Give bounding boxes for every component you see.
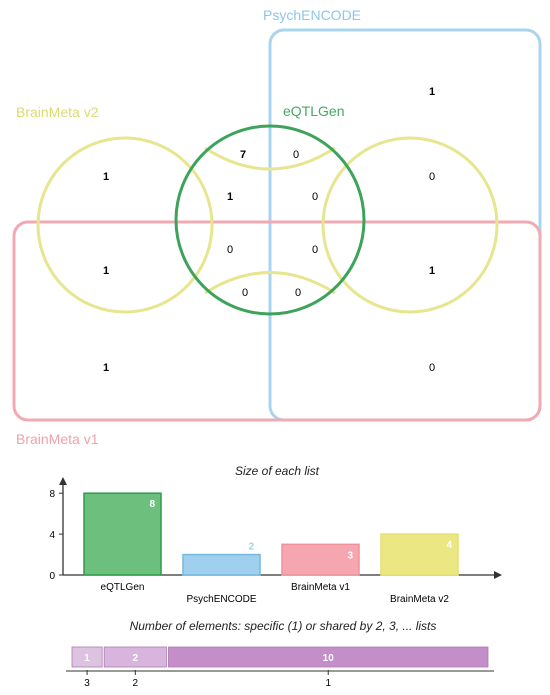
bar [281, 543, 360, 576]
region-value: 1 [227, 191, 233, 203]
y-axis-arrow [59, 477, 67, 485]
region-value: 1 [429, 86, 435, 98]
bar-value-label: 4 [446, 540, 452, 551]
psychencode-set-shape [268, 28, 542, 422]
y-tick-label: 8 [49, 489, 55, 500]
x-axis-arrow [494, 571, 502, 579]
segment-category-label: 2 [133, 678, 139, 689]
psychencode-label: PsychENCODE [263, 7, 361, 23]
region-value: 0 [312, 191, 318, 203]
region-value: 0 [312, 244, 318, 256]
region-value: 0 [293, 149, 299, 161]
brainmeta-v2-label: BrainMeta v2 [16, 104, 99, 120]
brainmeta-v2-left-circle [36, 136, 214, 314]
bar-value-label: 3 [347, 550, 353, 561]
category-label: PsychENCODE [186, 594, 256, 605]
segment-value-label: 2 [133, 653, 139, 664]
stack-segment [103, 646, 167, 668]
bar-chart-title: Size of each list [235, 464, 320, 478]
region-value: 0 [227, 244, 233, 256]
category-label: eQTLGen [101, 582, 145, 593]
region-value: 1 [103, 265, 109, 277]
region-value: 0 [429, 171, 435, 183]
bar [83, 492, 162, 576]
segment-category-label: 1 [325, 678, 331, 689]
category-label: BrainMeta v2 [390, 594, 449, 605]
eqtlgen-label: eQTLGen [283, 103, 344, 119]
bar-value-label: 2 [248, 542, 254, 553]
eqtlgen-set-shape [174, 124, 366, 316]
stacked-bar-title: Number of elements: specific (1) or shar… [130, 619, 437, 633]
region-value: 7 [240, 149, 246, 161]
region-value: 0 [295, 287, 301, 299]
region-value: 0 [242, 287, 248, 299]
bar [380, 533, 459, 576]
stack-segment [168, 646, 489, 668]
y-tick-label: 0 [49, 571, 55, 582]
list-size-bar-chart: Size of each list 0 4 8 8 eQTLGen 2 PsychENCOD… [49, 464, 502, 605]
category-label: BrainMeta v1 [291, 582, 350, 593]
bar-value-label: 8 [149, 499, 155, 510]
brainmeta-v1-set-shape [12, 220, 542, 422]
venn-diagram: PsychENCODE BrainMeta v2 eQTLGen BrainMe… [12, 7, 542, 447]
segment-category-label: 3 [84, 678, 90, 689]
brainmeta-v2-right-circle [321, 136, 499, 314]
bar [182, 553, 261, 576]
region-value: 1 [103, 171, 109, 183]
region-value: 1 [103, 362, 109, 374]
brainmeta-v1-label: BrainMeta v1 [16, 431, 99, 447]
brainmeta-v2-top-arc [204, 146, 336, 171]
segment-value-label: 1 [84, 653, 90, 664]
sharing-stacked-bar: Number of elements: specific (1) or shar… [66, 619, 494, 689]
brainmeta-v2-bottom-arc [204, 271, 336, 295]
region-value: 1 [429, 265, 435, 277]
segment-value-label: 10 [323, 653, 335, 664]
y-tick-label: 4 [49, 530, 55, 541]
region-value: 0 [429, 362, 435, 374]
stack-segment [71, 646, 103, 668]
